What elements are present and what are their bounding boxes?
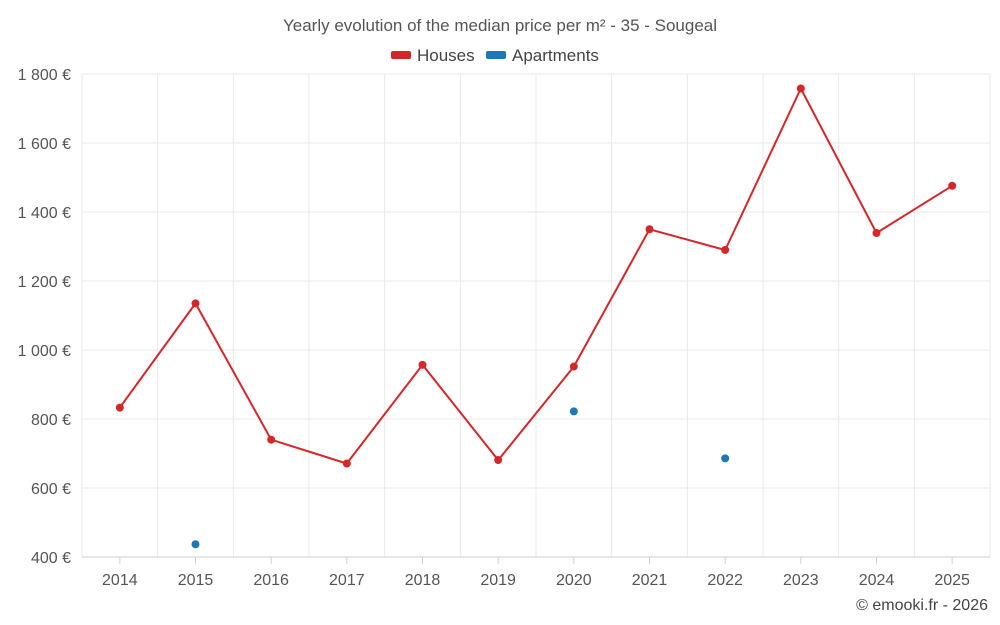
data-point-apartments[interactable]: [721, 454, 730, 463]
data-point-houses[interactable]: [494, 456, 503, 465]
legend-label-apartments: Apartments: [512, 46, 599, 65]
legend-swatch-houses: [391, 51, 411, 59]
series-apartments: [191, 407, 730, 549]
x-tick-label: 2022: [707, 572, 743, 589]
data-point-houses[interactable]: [645, 225, 654, 234]
data-point-houses[interactable]: [721, 245, 730, 254]
y-tick-label: 600 €: [31, 481, 71, 498]
data-point-apartments[interactable]: [569, 407, 578, 416]
grid: [81, 73, 991, 558]
x-tick-label: 2018: [405, 572, 441, 589]
x-tick-label: 2023: [783, 572, 819, 589]
y-tick-label: 1 400 €: [18, 205, 71, 222]
x-tick-label: 2019: [480, 572, 516, 589]
data-point-houses[interactable]: [796, 84, 805, 93]
y-tick-label: 400 €: [31, 550, 71, 567]
x-tick-label: 2017: [329, 572, 365, 589]
x-tick-label: 2021: [632, 572, 668, 589]
legend-item-apartments[interactable]: Apartments: [486, 46, 599, 65]
x-tick-label: 2016: [253, 572, 289, 589]
legend-swatch-apartments: [486, 51, 506, 59]
y-tick-label: 1 600 €: [18, 136, 71, 153]
x-tick-label: 2014: [102, 572, 138, 589]
series-line-houses: [118, 87, 953, 465]
legend-item-houses[interactable]: Houses: [391, 46, 475, 65]
data-point-houses[interactable]: [948, 181, 957, 190]
x-tick-label: 2025: [934, 572, 970, 589]
data-point-houses[interactable]: [872, 229, 881, 238]
x-tick-label: 2015: [178, 572, 214, 589]
data-point-houses[interactable]: [191, 299, 200, 308]
axes: 400 € 600 € 800 € 1 000 € 1 200 € 1 400 € 1 60…: [18, 67, 990, 589]
legend: Houses Apartments: [391, 46, 599, 65]
chart-title: Yearly evolution of the median price per…: [283, 16, 717, 35]
data-point-houses[interactable]: [342, 459, 351, 468]
y-tick-label: 1 200 €: [18, 274, 71, 291]
data-point-apartments[interactable]: [191, 540, 200, 549]
x-tick-label: 2020: [556, 572, 592, 589]
data-point-houses[interactable]: [569, 362, 578, 371]
y-tick-label: 800 €: [31, 412, 71, 429]
data-point-houses[interactable]: [267, 435, 276, 444]
data-point-houses[interactable]: [418, 360, 427, 369]
credit-text: © emooki.fr - 2026: [856, 597, 988, 614]
y-tick-label: 1 800 €: [18, 67, 71, 84]
series: [115, 84, 957, 549]
data-point-houses[interactable]: [115, 403, 124, 412]
legend-label-houses: Houses: [417, 46, 475, 65]
series-houses: [115, 84, 957, 468]
x-tick-label: 2024: [859, 572, 895, 589]
y-tick-label: 1 000 €: [18, 343, 71, 360]
